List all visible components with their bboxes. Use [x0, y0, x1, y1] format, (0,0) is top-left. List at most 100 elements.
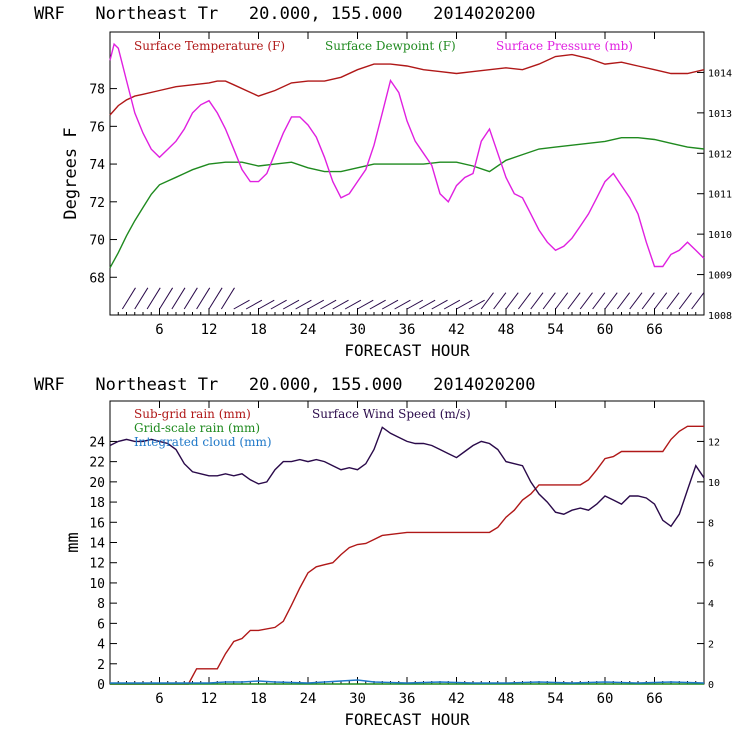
x-tick-label: 48 [498, 322, 515, 338]
y-tick-label: 70 [89, 234, 105, 249]
x-tick-label: 30 [349, 691, 366, 707]
legend-label: Sub-grid rain (mm) [134, 407, 251, 421]
y2-tick-label: 2 [708, 640, 714, 651]
wind-barb [307, 299, 325, 310]
y-tick-label: 14 [89, 537, 105, 552]
y2-tick-label: 1012 [708, 149, 732, 160]
legend-label: Surface Wind Speed (m/s) [312, 407, 471, 421]
x-tick-label: 48 [498, 691, 515, 707]
x-tick-label: 30 [349, 322, 366, 338]
y-tick-label: 0 [97, 678, 105, 693]
y2-tick-label: 1009 [708, 271, 732, 282]
wind-barb [121, 287, 136, 310]
wind-barb [406, 299, 424, 310]
legend-label: Surface Dewpoint (F) [325, 39, 456, 53]
x-tick-label: 18 [250, 691, 267, 707]
wind-barb [480, 292, 494, 310]
chart-title: WRF Northeast Tr 20.000, 155.000 2014020… [34, 4, 536, 24]
y-axis-label: Degrees F [61, 127, 81, 219]
y2-tick-label: 1014 [708, 68, 732, 79]
series-line-2 [109, 136, 705, 269]
wind-barb [320, 299, 337, 310]
wind-barb [592, 292, 606, 310]
x-axis-label: FORECAST HOUR [344, 341, 470, 360]
wind-barb [283, 299, 300, 310]
y-tick-label: 76 [89, 120, 105, 135]
y2-tick-label: 1008 [708, 311, 732, 322]
series-line-4 [109, 426, 705, 528]
x-tick-label: 42 [448, 691, 465, 707]
y-tick-label: 4 [97, 638, 105, 653]
wind-barb [691, 292, 705, 310]
wind-barb [208, 287, 223, 310]
x-tick-label: 24 [300, 322, 317, 338]
x-tick-label: 12 [201, 691, 218, 707]
wind-barb [629, 292, 643, 310]
y-tick-label: 68 [89, 271, 105, 286]
y2-tick-label: 12 [708, 437, 720, 448]
x-tick-label: 42 [448, 322, 465, 338]
y-tick-label: 72 [89, 196, 105, 211]
plot-frame [109, 31, 705, 316]
wind-barb [134, 287, 149, 310]
wind-barb [616, 292, 631, 310]
wind-barb [196, 287, 211, 310]
wind-barb [542, 292, 556, 310]
wind-barb [579, 292, 593, 310]
wind-barb [332, 299, 349, 310]
wind-barb [344, 299, 362, 310]
wind-barb [245, 299, 263, 310]
y-tick-label: 78 [89, 83, 105, 98]
wind-barb [567, 292, 581, 310]
wind-barb [394, 299, 411, 310]
series-line-1 [110, 425, 704, 685]
wind-barb [604, 292, 618, 310]
y2-tick-label: 10 [708, 478, 720, 489]
y-tick-label: 18 [89, 496, 105, 511]
wind-barb [171, 287, 186, 310]
y-tick-label: 24 [89, 435, 105, 450]
legend-label: Integrated cloud (mm) [134, 435, 272, 449]
y2-tick-label: 1011 [708, 190, 732, 201]
y-tick-label: 2 [97, 658, 105, 673]
wind-barb [530, 292, 544, 310]
wind-barb [357, 299, 374, 310]
y-tick-label: 12 [89, 557, 105, 572]
x-tick-label: 60 [597, 322, 614, 338]
legend-label: Grid-scale rain (mm) [134, 421, 260, 435]
x-tick-label: 66 [646, 691, 663, 707]
x-tick-label: 18 [250, 322, 267, 338]
series-line-3 [110, 679, 705, 684]
x-tick-label: 36 [399, 691, 416, 707]
y2-tick-label: 8 [708, 518, 714, 529]
y-tick-label: 16 [89, 516, 105, 531]
y2-tick-label: 1013 [708, 109, 732, 120]
chart-title: WRF Northeast Tr 20.000, 155.000 2014020… [34, 375, 536, 395]
wind-barb [456, 299, 473, 310]
wind-barb [419, 299, 436, 310]
wind-barb [654, 292, 668, 310]
wind-barb [258, 299, 275, 310]
chart-panel-2: WRF Northeast Tr 20.000, 155.000 2014020… [34, 375, 720, 729]
wind-barb [443, 299, 461, 310]
y-tick-label: 22 [89, 456, 105, 471]
wind-barb [505, 292, 519, 310]
legend-label: Surface Pressure (mb) [496, 39, 633, 53]
y2-tick-label: 6 [708, 559, 714, 570]
wind-barb [270, 299, 287, 310]
series-line-3 [109, 42, 705, 268]
y-tick-label: 6 [97, 617, 105, 632]
x-tick-label: 12 [201, 322, 218, 338]
y-tick-label: 20 [89, 476, 105, 491]
wind-barb [369, 299, 386, 310]
wind-barb [493, 292, 507, 310]
wind-barb [146, 287, 161, 310]
wind-barb [220, 287, 235, 310]
y-tick-label: 74 [89, 158, 105, 173]
x-tick-label: 60 [597, 691, 614, 707]
series-line-1 [109, 53, 705, 116]
y2-tick-label: 1010 [708, 230, 732, 241]
x-tick-label: 66 [646, 322, 663, 338]
wind-barb [295, 299, 312, 310]
